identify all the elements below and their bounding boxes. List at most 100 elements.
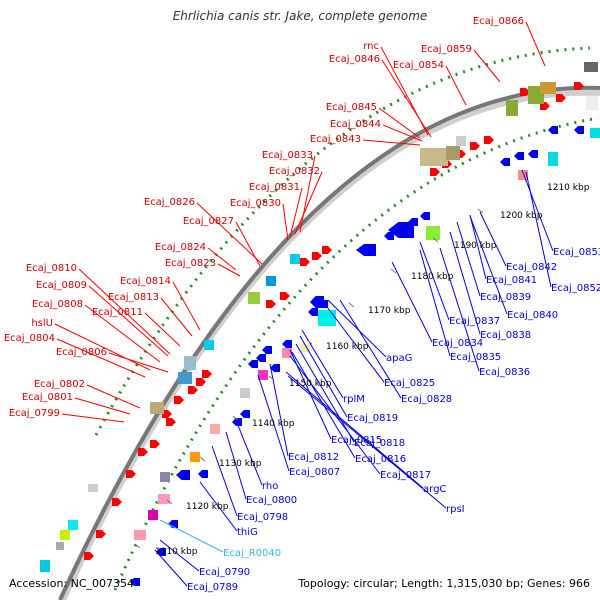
gene-block — [178, 372, 192, 384]
gene-label-reverse: Ecaj_0852 — [551, 283, 600, 294]
gene-arrow — [126, 470, 136, 478]
gene-block — [548, 152, 558, 166]
label-leader-line — [225, 431, 247, 500]
reverse-label-leaders — [154, 169, 554, 587]
tick-mark — [166, 499, 173, 505]
label-leader-line — [217, 263, 241, 277]
tick-mark — [134, 543, 141, 549]
label-leader-line — [235, 221, 261, 267]
gene-block — [88, 484, 98, 492]
gene-label-reverse: Ecaj_0828 — [401, 394, 452, 405]
map-title: Ehrlichia canis str. Jake, complete geno… — [172, 9, 428, 23]
label-leader-line — [144, 312, 181, 347]
gene-block — [248, 292, 260, 304]
gene-label-forward: Ecaj_0846 — [329, 54, 380, 65]
gene-label-reverse: Ecaj_0840 — [507, 310, 558, 321]
gene-arrow — [574, 126, 584, 134]
reverse-dotted-ring — [113, 116, 599, 591]
gene-arrow — [174, 396, 184, 404]
gene-arrow — [548, 126, 558, 134]
tick-label: 1200 kbp — [500, 211, 543, 221]
gene-label-forward: Ecaj_0854 — [393, 60, 444, 71]
label-leader-line — [456, 221, 481, 297]
tick-mark — [390, 268, 397, 274]
label-leader-line — [469, 214, 487, 280]
tick-mark — [306, 339, 313, 345]
label-leader-line — [473, 49, 501, 83]
gene-block — [318, 310, 336, 326]
gene-label-forward: Ecaj_0799 — [9, 408, 60, 419]
gene-arrow — [528, 150, 538, 158]
label-leader-line — [196, 202, 263, 265]
label-leader-line — [445, 65, 467, 106]
gene-label-reverse: Ecaj_0816 — [355, 454, 406, 465]
gene-block — [68, 520, 78, 530]
gene-block — [590, 128, 600, 138]
label-leader-line — [521, 169, 554, 252]
gene-arrow — [384, 232, 394, 240]
label-leader-line — [295, 343, 355, 443]
gene-block — [420, 148, 448, 166]
gene-label-reverse: Ecaj_0853 — [553, 247, 600, 258]
gene-arrow — [420, 212, 430, 220]
tick-label: 1120 kbp — [186, 502, 229, 512]
gene-arrow — [520, 88, 530, 96]
gene-label-reverse: Ecaj_0800 — [246, 495, 297, 506]
gene-label-reverse: Ecaj_0836 — [479, 367, 530, 378]
label-leader-line — [159, 539, 200, 572]
gene-label-forward: Ecaj_0806 — [56, 347, 107, 358]
label-leader-line — [439, 247, 480, 372]
label-leader-line — [160, 297, 193, 337]
gene-block — [258, 370, 268, 380]
gene-arrow — [248, 360, 258, 368]
tick-mark — [348, 302, 355, 308]
label-leader-line — [299, 335, 348, 418]
gene-block — [160, 472, 170, 482]
label-leader-line — [469, 215, 508, 315]
tick-label: 1160 kbp — [326, 342, 369, 352]
gene-arrow — [282, 340, 292, 348]
tick-mark — [524, 180, 531, 186]
gene-label-reverse: Ecaj_0842 — [506, 262, 557, 273]
gene-block — [584, 62, 598, 72]
gene-label-forward: Ecaj_0801 — [22, 392, 73, 403]
label-leader-line — [419, 241, 450, 321]
gene-block — [210, 424, 220, 434]
label-leader-line — [56, 338, 146, 378]
gene-block — [282, 348, 292, 358]
gene-label-forward: Ecaj_0831 — [249, 182, 300, 193]
gene-label-forward: Ecaj_0814 — [120, 276, 171, 287]
backbone-ring — [58, 85, 600, 600]
label-leader-line — [419, 249, 451, 357]
gene-label-forward: Ecaj_0830 — [230, 198, 281, 209]
gene-label-forward: Ecaj_0823 — [165, 258, 216, 269]
gene-arrow — [266, 300, 276, 308]
gene-label-forward: Ecaj_0845 — [326, 102, 377, 113]
reverse-gene-labels: Ecaj_0853 Ecaj_0842 Ecaj_0852 Ecaj_0841 Ecaj… — [187, 247, 600, 593]
gene-label-forward: Ecaj_0833 — [262, 150, 313, 161]
label-leader-line — [207, 247, 237, 271]
gene-label-reverse: Ecaj_0819 — [347, 413, 398, 424]
label-leader-line — [299, 155, 316, 233]
gene-label-forward: Ecaj_0802 — [34, 379, 85, 390]
gene-label-reverse: Ecaj_0807 — [289, 467, 340, 478]
gene-block — [426, 226, 440, 240]
gene-label-reverse: argC — [423, 484, 446, 495]
label-leader-line — [294, 171, 323, 235]
gene-block — [540, 82, 556, 94]
gene-label-reverse: Ecaj_0789 — [187, 582, 238, 593]
gene-arrow — [312, 252, 322, 260]
tick-label: 1150 kbp — [289, 379, 332, 389]
gene-arrow — [202, 370, 212, 378]
gene-arrow — [322, 246, 332, 254]
gene-arrow — [162, 410, 172, 418]
tick-label: 1110 kbp — [155, 547, 198, 557]
label-leader-line — [285, 371, 424, 489]
gene-label-reverse: Ecaj_0790 — [199, 567, 250, 578]
label-leader-line — [61, 413, 125, 423]
gene-arrow — [256, 354, 266, 362]
gene-label-forward: Ecaj_0843 — [310, 134, 361, 145]
gene-block — [184, 356, 196, 370]
